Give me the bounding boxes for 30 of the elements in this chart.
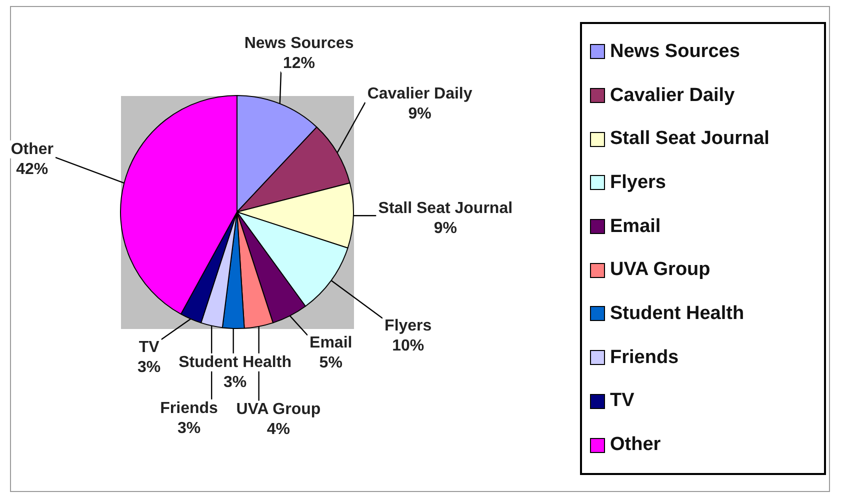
data-label: 3% [223,374,247,391]
data-label: 9% [408,106,432,123]
slice-label: Other [10,140,54,158]
data-label: 3% [138,358,161,376]
slice-label: News Sources [244,34,354,52]
legend-label: Flyers [610,172,666,194]
data-label: 12% [283,54,316,72]
slice-label: Student Health [178,354,292,371]
data-label: 5% [319,354,342,372]
slice-label: Flyers [384,318,432,335]
legend-label: TV [610,390,634,412]
legend-label: Stall Seat Journal [610,128,770,150]
data-label: 4% [266,421,290,438]
slice-label: Email [310,334,352,352]
data-label: 3% [177,420,201,437]
slice-label: Stall Seat Journal [378,200,513,217]
legend-label: UVA Group [610,259,710,282]
data-label: 9% [434,220,457,237]
data-label: 10% [392,338,424,355]
legend-label: Friends [610,346,679,369]
slice-label: Friends [160,400,218,417]
legend-label: Student Health [610,302,744,325]
data-label: 42% [16,160,48,178]
slice-label: UVA Group [236,401,321,418]
slice-label: TV [138,338,160,356]
legend-label: News Sources [610,40,740,63]
legend-label: Email [610,216,661,238]
legend-label: Cavalier Daily [610,84,735,107]
slice-label: Cavalier Daily [367,86,472,103]
legend-label: Other [610,434,661,456]
